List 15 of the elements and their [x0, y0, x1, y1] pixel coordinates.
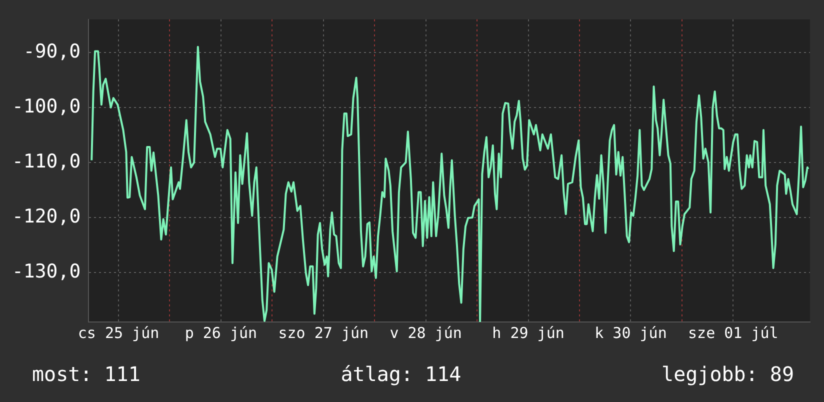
- y-tick-label: -90,0: [23, 40, 81, 62]
- y-tick-label: -110,0: [12, 150, 81, 172]
- x-tick-label: k 30 jún: [594, 324, 667, 342]
- y-tick-label: -130,0: [12, 260, 81, 282]
- text: legjobb: 89: [662, 362, 794, 386]
- text: átlag: 114: [340, 362, 462, 386]
- x-tick-label: sze 01 júl: [688, 324, 778, 342]
- x-tick-label: h 29 jún: [492, 324, 564, 342]
- x-tick-label: cs 25 jún: [78, 324, 160, 342]
- x-tick-label: v 28 jún: [390, 324, 462, 342]
- y-tick-label: -100,0: [12, 95, 81, 118]
- x-tick-label: p 26 jún: [184, 324, 258, 342]
- x-tick-label: szo 27 jún: [278, 324, 369, 342]
- text: most: 111: [32, 362, 140, 386]
- y-tick-label: -120,0: [12, 205, 81, 228]
